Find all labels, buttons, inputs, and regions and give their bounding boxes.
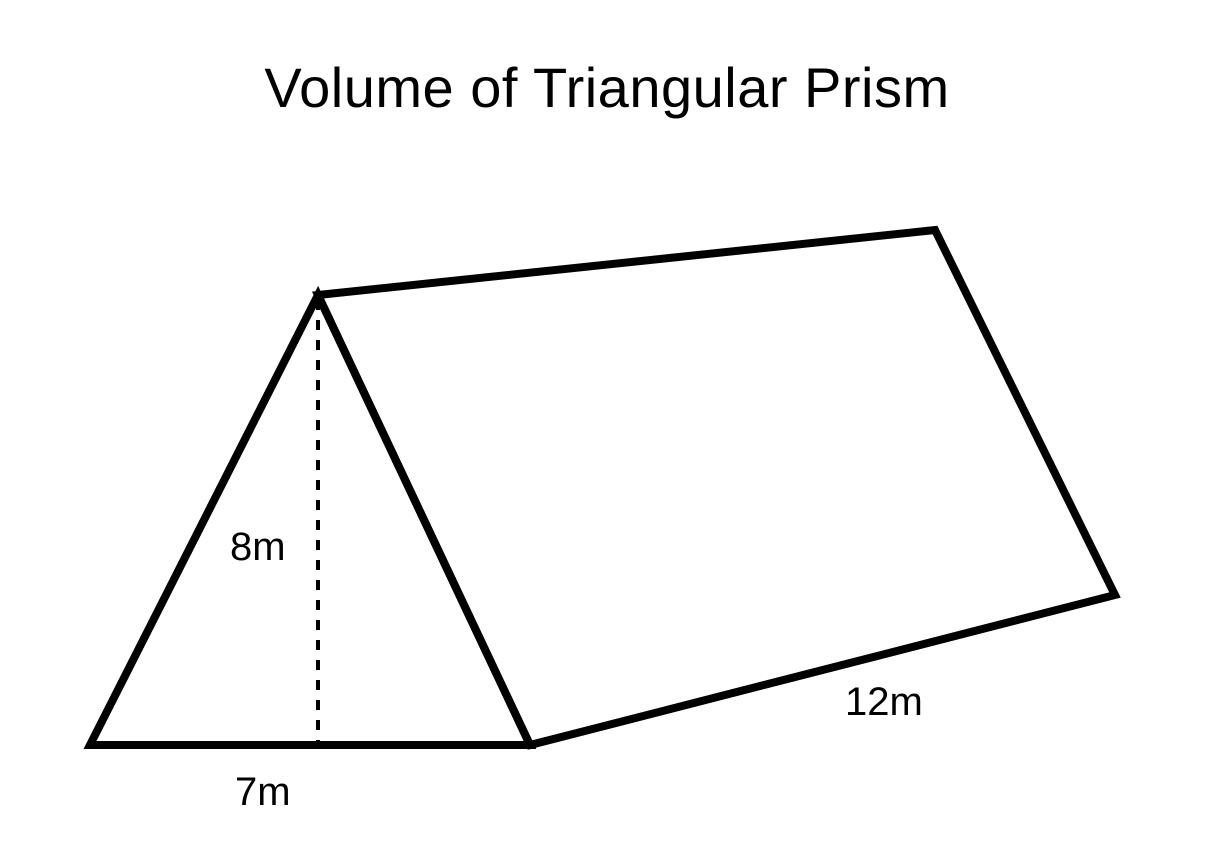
height-label: 8m: [230, 525, 286, 570]
diagram-container: Volume of Triangular Prism 8m 7m 12m: [0, 0, 1214, 867]
base-label: 7m: [235, 770, 291, 815]
prism-svg: [0, 0, 1214, 867]
roof-right-face: [318, 230, 1115, 745]
front-triangle: [90, 295, 530, 745]
depth-label: 12m: [845, 680, 923, 725]
